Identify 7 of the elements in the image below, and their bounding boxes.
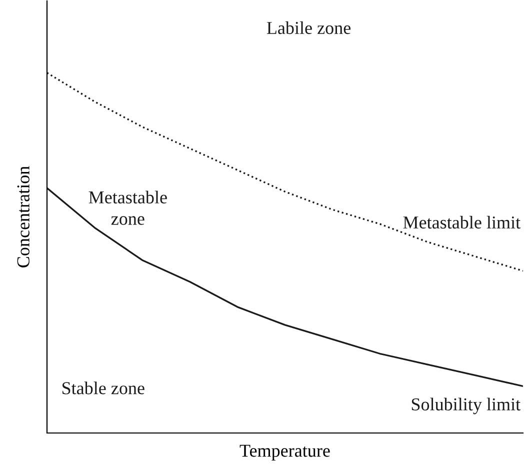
annotation: Stable zone xyxy=(62,382,144,394)
text: Labile zone xyxy=(266,21,351,34)
x-axis-title: Temperature xyxy=(240,444,330,460)
y-axis-title: Concentration xyxy=(17,166,30,268)
annotation: Metastable zone xyxy=(88,190,167,225)
series-label: Metastable limit xyxy=(403,216,520,229)
series-label: Solubility limit xyxy=(412,398,520,414)
